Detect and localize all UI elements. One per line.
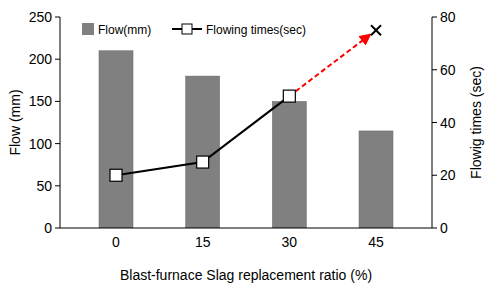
y2-tick: [432, 122, 437, 123]
x-axis-line: [60, 228, 432, 229]
marker: [110, 169, 122, 181]
x-tick-label: 30: [282, 234, 298, 250]
y-tick-label: 250: [29, 9, 53, 25]
y-axis-line: [60, 17, 61, 228]
y2-tick: [432, 228, 437, 229]
y-tick: [55, 17, 60, 18]
marker: [371, 25, 381, 35]
y2-tick: [432, 17, 437, 18]
marker: [283, 90, 295, 102]
y-tick-label: 200: [29, 51, 53, 67]
line: [116, 96, 289, 175]
plot-area: [99, 25, 393, 228]
y-tick: [55, 228, 60, 229]
bar: [359, 131, 393, 228]
y-tick: [55, 59, 60, 60]
y2-tick-label: 40: [440, 115, 456, 131]
x-tick-label: 15: [195, 234, 211, 250]
y-tick: [55, 101, 60, 102]
y-tick-label: 0: [44, 220, 52, 236]
line: [289, 35, 369, 96]
y-tick: [55, 185, 60, 186]
legend: Flow(mm) Flowing times(sec): [82, 23, 306, 37]
y2-tick-label: 80: [440, 9, 456, 25]
y-tick-label: 100: [29, 136, 53, 152]
y2-tick: [432, 175, 437, 176]
y-tick-label: 150: [29, 93, 53, 109]
legend-label: Flowing times(sec): [206, 23, 306, 37]
marker: [197, 156, 209, 168]
legend-label: Flow(mm): [98, 23, 151, 37]
y-tick-label: 50: [36, 178, 52, 194]
y-axis-label: Flow (mm): [7, 89, 23, 155]
x-tick-label: 0: [112, 234, 120, 250]
legend-marker: [182, 24, 192, 34]
chart: 0 50 100 150 200 250 0 20 40 60 80 0 15 30 45 Blast-fur…: [0, 0, 497, 288]
y-tick: [55, 143, 60, 144]
axes: 0 50 100 150 200 250 0 20 40 60 80 0 15 30 45: [29, 9, 456, 250]
bar: [99, 51, 133, 228]
y2-axis-label: Flowig times (sec): [468, 66, 484, 179]
y2-tick-label: 60: [440, 62, 456, 78]
y2-tick-label: 20: [440, 167, 456, 183]
y2-tick-label: 0: [440, 220, 448, 236]
bar: [272, 101, 306, 228]
legend-swatch: [82, 23, 94, 35]
x-tick-label: 45: [368, 234, 384, 250]
y2-tick: [432, 69, 437, 70]
x-axis-label: Blast-furnace Slag replacement ratio (%): [120, 267, 372, 283]
